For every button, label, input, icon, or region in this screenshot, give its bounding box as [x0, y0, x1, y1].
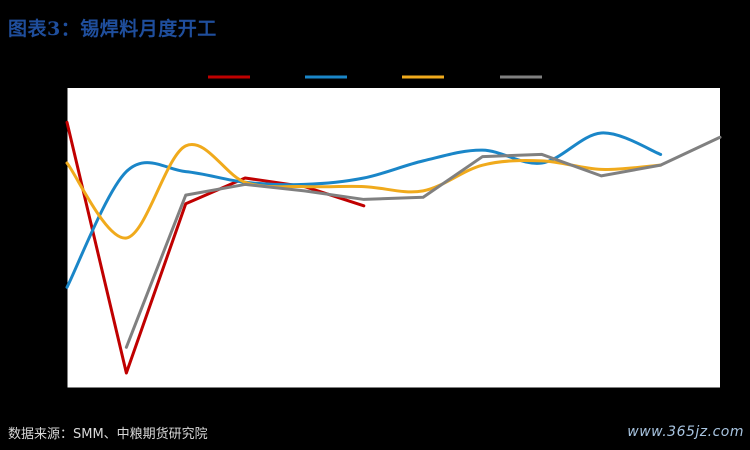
series-line-2	[65, 131, 663, 289]
plot-area	[67, 88, 720, 388]
watermark: www.365jz.com	[627, 424, 744, 440]
source-note: 数据来源：SMM、中粮期货研究院	[8, 427, 208, 442]
chart-title: 图表3：锡焊料月度开工	[8, 18, 217, 40]
series-line-3	[65, 142, 663, 240]
